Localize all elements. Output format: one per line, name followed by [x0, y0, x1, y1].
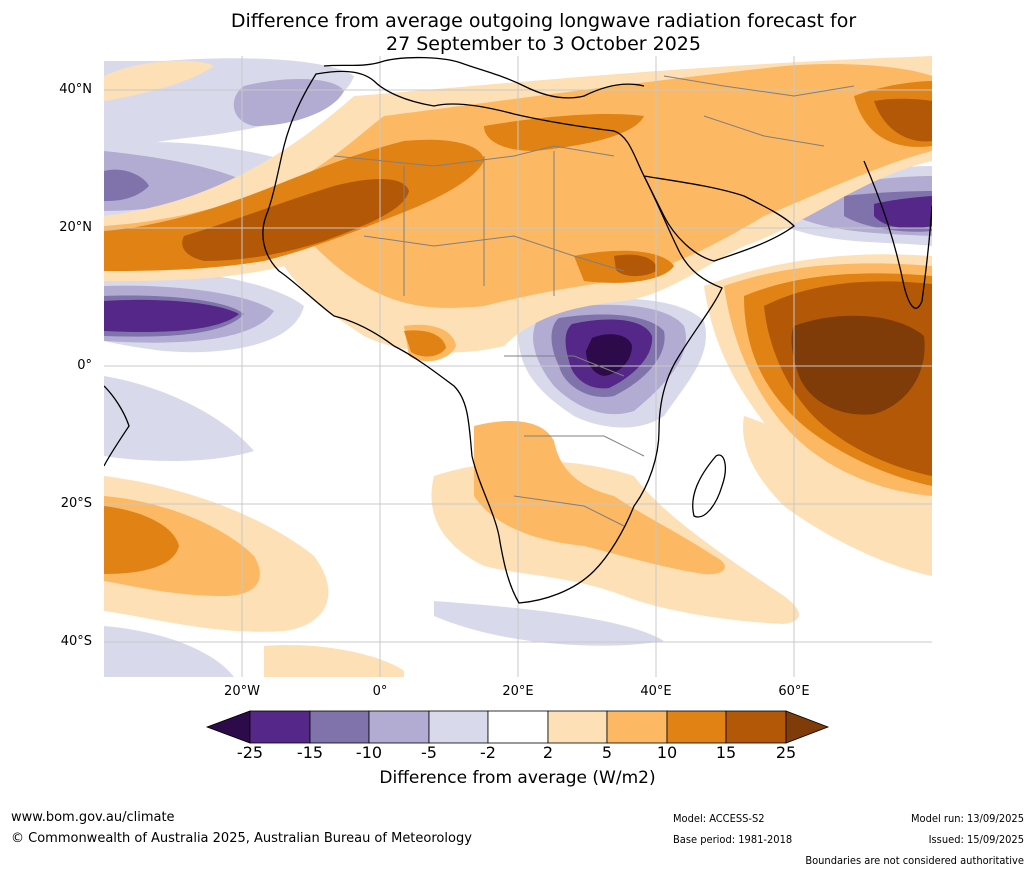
colorbar-tick: 2 — [542, 743, 554, 762]
colorbar-swatch-5-2 — [428, 710, 489, 744]
colorbar-swatch-25-15 — [249, 710, 311, 744]
lon-label-20w: 20°W — [224, 684, 260, 699]
country-borders — [333, 75, 855, 527]
map-title-line-2: 27 September to 3 October 2025 — [386, 33, 701, 55]
colorbar-tick: 25 — [775, 743, 797, 762]
colorbar-tick: 15 — [715, 743, 737, 762]
model-run-text: Model run: 13/09/2025 — [911, 812, 1024, 825]
arabia-coastline — [642, 175, 795, 262]
europe-coastline — [323, 56, 645, 99]
south-america-coastline — [104, 385, 130, 467]
lat-label-20n: 20°N — [59, 220, 92, 235]
madagascar-coastline — [692, 454, 726, 518]
colorbar-swatch-10-5 — [368, 710, 430, 744]
colorbar-label: Difference from average (W/m2) — [379, 768, 656, 788]
lat-label-40n: 40°N — [59, 82, 92, 97]
model-text: Model: ACCESS-S2 — [673, 812, 765, 825]
website-link[interactable]: www.bom.gov.au/climate — [11, 810, 175, 825]
copyright-text: © Commonwealth of Australia 2025, Austra… — [11, 831, 472, 846]
india-coastline — [863, 160, 932, 309]
colorbar-swatch-15-25 — [725, 710, 787, 744]
base-period-text: Base period: 1981-2018 — [673, 833, 793, 846]
colorbar-tick: 10 — [656, 743, 678, 762]
colorbar-tick: -5 — [421, 743, 437, 762]
lon-label-60e: 60°E — [778, 684, 810, 699]
lat-label-20s: 20°S — [60, 496, 92, 511]
lon-label-0: 0° — [372, 684, 388, 699]
colorbar-swatch-extreme-positive — [785, 710, 830, 744]
coastlines — [104, 56, 932, 604]
colorbar-tick: -25 — [236, 743, 264, 762]
map-title-line-1: Difference from average outgoing longwav… — [230, 10, 857, 32]
graticule — [104, 56, 932, 677]
colorbar-swatch-15-10 — [309, 710, 370, 744]
anomaly-darkest-brown-regions — [791, 315, 925, 415]
colorbar-swatch-2-2 — [487, 710, 549, 744]
disclaimer-text: Boundaries are not considered authoritat… — [805, 854, 1024, 867]
lon-label-20e: 20°E — [502, 684, 534, 699]
lat-label-0: 0° — [77, 358, 92, 373]
colorbar-swatch-2-5 — [547, 710, 608, 744]
colorbar-tick: -15 — [296, 743, 324, 762]
colorbar-tick: -10 — [355, 743, 383, 762]
anomaly-map — [104, 56, 932, 677]
colorbar — [205, 710, 830, 744]
colorbar-tick: 5 — [601, 743, 613, 762]
colorbar-swatch-extreme-negative — [205, 710, 251, 744]
africa-coastline — [262, 70, 723, 604]
colorbar-swatch-5-10 — [606, 710, 668, 744]
lat-label-40s: 40°S — [60, 634, 92, 649]
colorbar-swatch-10-15 — [666, 710, 727, 744]
colorbar-tick: -2 — [480, 743, 496, 762]
issued-text: Issued: 15/09/2025 — [928, 833, 1024, 846]
lon-label-40e: 40°E — [640, 684, 672, 699]
